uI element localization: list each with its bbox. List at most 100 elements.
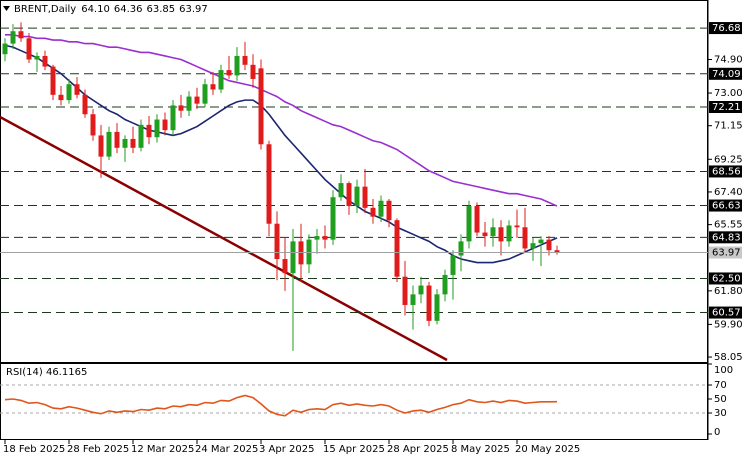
candle-body [266, 144, 272, 224]
candle-body [162, 119, 168, 131]
y-tick-label: 59.90 [714, 319, 743, 330]
level-label: 72.21 [712, 102, 741, 113]
candle-body [418, 285, 424, 295]
candle-body [554, 250, 560, 253]
candle-body [330, 197, 336, 240]
level-label-box [709, 199, 742, 212]
candle-body [458, 241, 464, 256]
candle-body [58, 94, 64, 101]
level-label-box [709, 272, 742, 285]
rsi-title: RSI(14) 46.1165 [6, 367, 87, 378]
candle-body [426, 285, 432, 321]
candle-body [378, 200, 384, 217]
level-label: 62.50 [712, 273, 741, 284]
candle-body [98, 135, 104, 157]
y-tick-label: 69.25 [714, 154, 743, 165]
candle-body [66, 84, 72, 101]
candle-body [514, 225, 520, 228]
ohlc-close: 63.97 [179, 4, 208, 15]
y-tick-label: 73.00 [714, 88, 743, 99]
x-tick-label: 8 May 2025 [451, 444, 510, 455]
y-tick-label: 100 [714, 365, 733, 376]
chart-header: BRENT,Daily 64.10 64.36 63.85 63.97 [14, 4, 208, 15]
candle-body [530, 243, 536, 249]
candle-body [74, 84, 80, 95]
candle-body [322, 236, 328, 240]
candle-body [338, 183, 344, 198]
level-label: 60.57 [712, 308, 741, 319]
current-price-label: 63.97 [712, 248, 741, 259]
candle-body [82, 94, 88, 115]
candle-body [42, 55, 48, 67]
candle-body [386, 200, 392, 221]
rsi-frame [0, 363, 708, 440]
level-label-box [709, 22, 742, 35]
candle-body [474, 206, 480, 233]
candle-body [26, 38, 32, 60]
candle-body [90, 114, 96, 136]
candle-body [18, 31, 24, 39]
candle-body [370, 207, 376, 217]
candle-body [442, 274, 448, 295]
ohlc-high: 64.36 [114, 4, 143, 15]
candle-body [258, 68, 264, 145]
candle-body [218, 70, 224, 90]
candle-body [210, 84, 216, 90]
candle-body [130, 138, 136, 148]
candle-body [394, 220, 400, 277]
candle-body [234, 55, 240, 76]
candle-body [482, 232, 488, 237]
candle-body [154, 119, 160, 138]
level-label: 68.56 [712, 166, 741, 177]
candle-body [10, 31, 16, 44]
candle-body [306, 239, 312, 265]
candle-body [34, 55, 40, 60]
candle-body [362, 186, 368, 208]
candle-body [354, 186, 360, 207]
x-tick-label: 28 Apr 2025 [387, 444, 449, 455]
candle-body [138, 124, 144, 148]
candle-body [450, 255, 456, 275]
candle-body [122, 138, 128, 148]
candle-body [506, 225, 512, 242]
candle-body [410, 294, 416, 305]
level-label-box [709, 306, 742, 319]
candle-body [490, 227, 496, 237]
current-price-box [709, 246, 742, 259]
y-tick-label: 50 [714, 394, 727, 405]
y-tick-label: 67.40 [714, 187, 743, 198]
y-tick-label: 70 [714, 380, 727, 391]
level-label-box [709, 101, 742, 114]
y-tick-label: 61.80 [714, 286, 743, 297]
candle-body [346, 183, 352, 207]
symbol: BRENT,Daily [14, 4, 76, 15]
ohlc-open: 64.10 [81, 4, 110, 15]
y-tick-label: 0 [714, 427, 720, 438]
candle-body [466, 206, 472, 242]
y-tick-label: 74.90 [714, 54, 743, 65]
level-label-box [709, 165, 742, 178]
x-tick-label: 15 Apr 2025 [323, 444, 385, 455]
moving-average [5, 33, 558, 207]
candle-body [242, 55, 248, 65]
level-label: 74.09 [712, 69, 741, 80]
candle-body [170, 105, 176, 131]
level-label-box [709, 67, 742, 80]
x-tick-label: 18 Feb 2025 [3, 444, 65, 455]
candle-body [314, 236, 320, 240]
trendline [0, 115, 448, 362]
ohlc-low: 63.85 [146, 4, 175, 15]
candle-body [2, 43, 8, 55]
candle-body [538, 239, 544, 244]
x-tick-label: 12 Mar 2025 [131, 444, 194, 455]
candle-body [146, 124, 152, 138]
rsi-line [4, 394, 558, 417]
candle-body [202, 84, 208, 104]
menu-triangle[interactable] [3, 6, 10, 11]
candle-body [250, 64, 256, 79]
moving-average [4, 44, 558, 264]
candle-body [522, 227, 528, 249]
candle-body [186, 96, 192, 111]
candle-body [282, 259, 288, 274]
